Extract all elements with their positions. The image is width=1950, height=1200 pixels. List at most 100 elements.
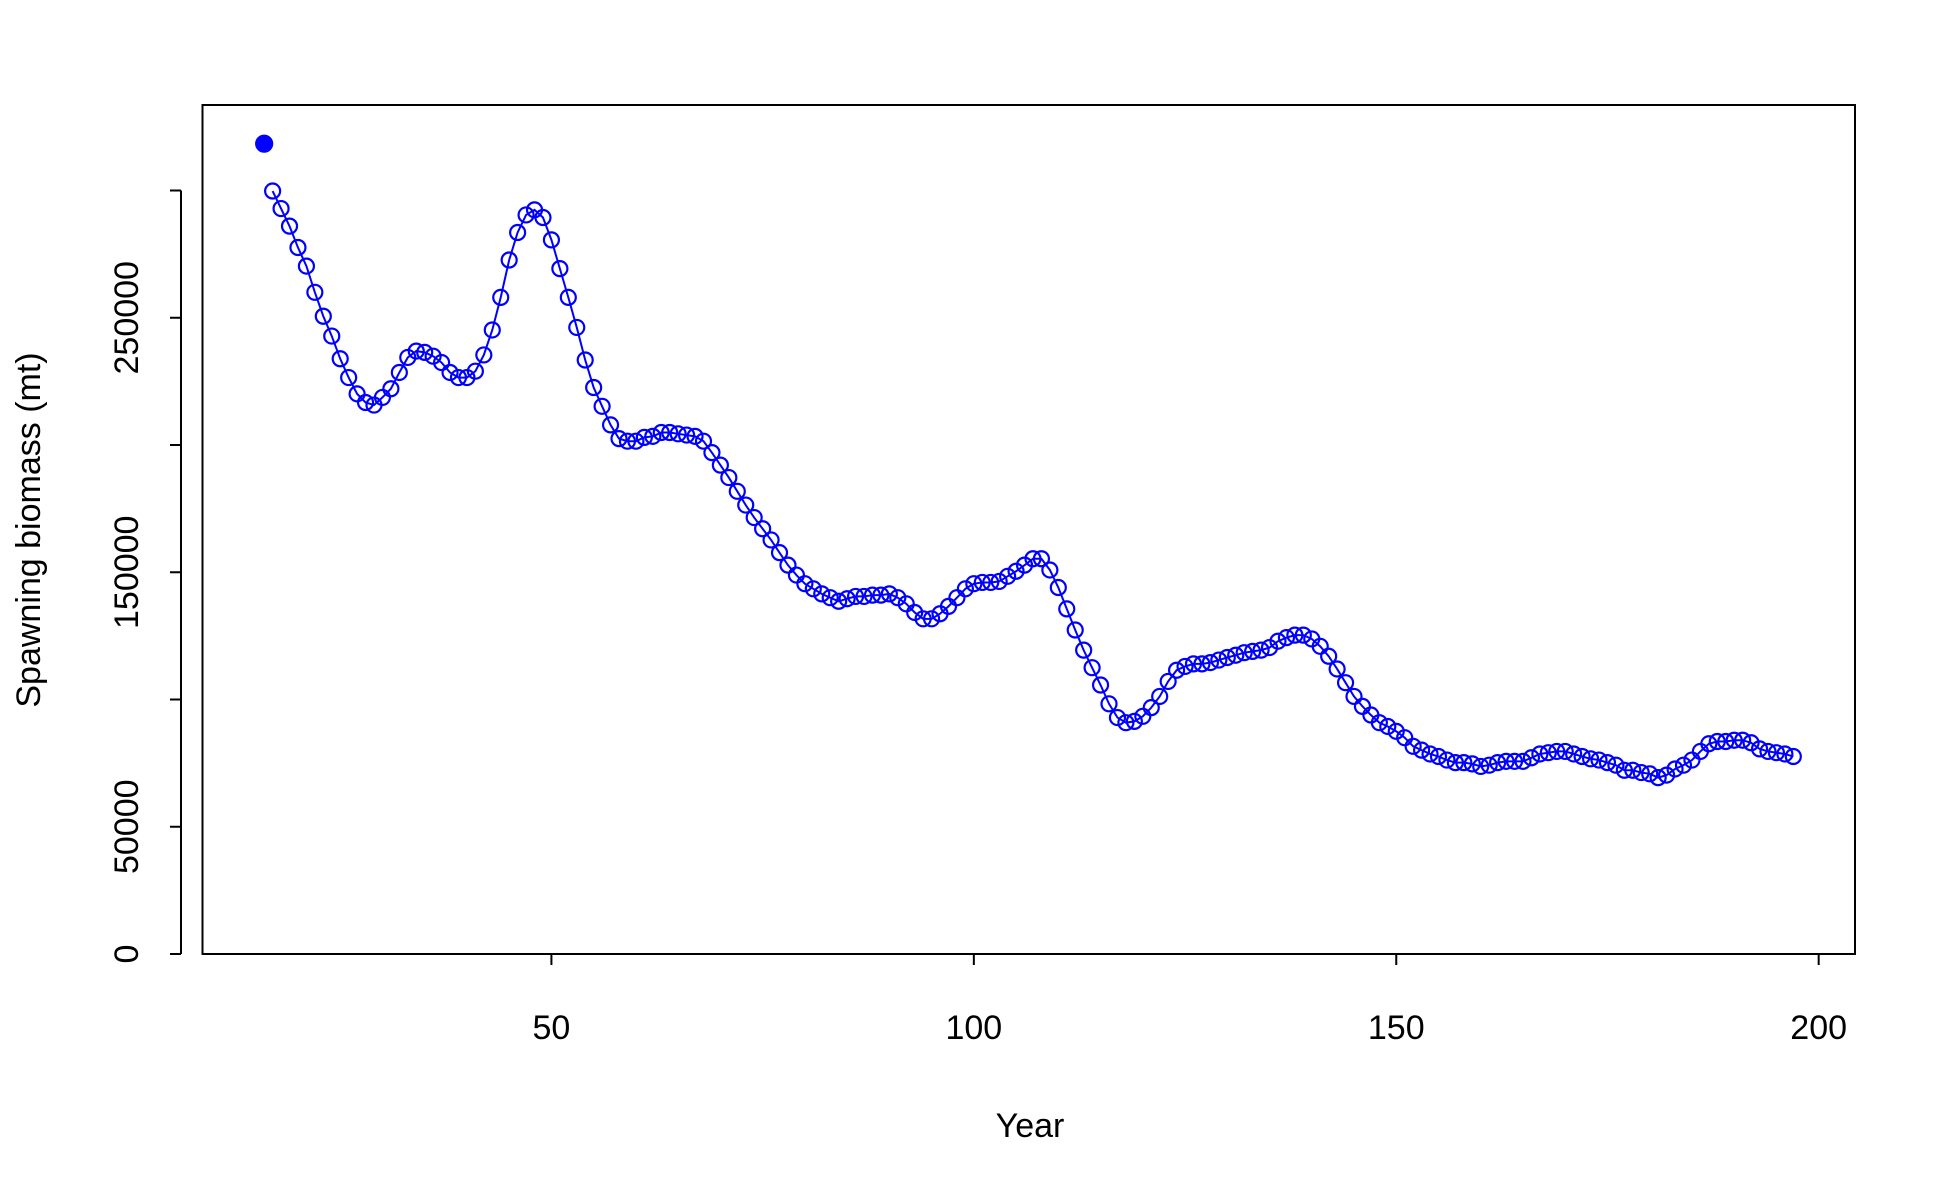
- point: [1725, 731, 1743, 749]
- point: [1505, 752, 1524, 770]
- point: [382, 380, 400, 398]
- point: [1024, 550, 1042, 568]
- point: [1717, 732, 1735, 751]
- point: [1117, 714, 1135, 732]
- point: [1531, 745, 1549, 763]
- point: [1480, 756, 1498, 774]
- point: [838, 590, 856, 608]
- point: [754, 520, 772, 538]
- point: [1049, 578, 1067, 597]
- point: [1708, 732, 1726, 751]
- point: [1075, 641, 1093, 659]
- point: [982, 573, 1000, 592]
- y-tick-label: 250000: [108, 261, 146, 374]
- point: [306, 283, 324, 301]
- point: [880, 585, 898, 603]
- point: [331, 350, 349, 368]
- point: [1167, 661, 1186, 679]
- point: [1607, 756, 1625, 774]
- point: [1032, 550, 1051, 568]
- point: [669, 425, 687, 443]
- plot-frame: [201, 104, 1856, 955]
- x-tick-label: 50: [533, 1009, 571, 1047]
- point: [711, 456, 729, 474]
- point: [297, 257, 316, 275]
- point: [1573, 747, 1591, 766]
- point: [618, 432, 637, 450]
- point: [407, 342, 425, 360]
- point: [264, 182, 282, 200]
- point: [1674, 756, 1693, 774]
- point: [1624, 761, 1642, 779]
- point: [1514, 752, 1532, 770]
- point: [1370, 714, 1388, 732]
- x-axis-title: Year: [996, 1107, 1065, 1145]
- point: [813, 585, 831, 603]
- point: [1556, 742, 1574, 761]
- point: [872, 586, 890, 604]
- point: [1489, 754, 1507, 772]
- point: [1286, 626, 1304, 644]
- point: [1784, 747, 1802, 766]
- point: [1151, 687, 1169, 706]
- point: [1776, 745, 1794, 763]
- point: [914, 610, 932, 628]
- point: [517, 206, 535, 224]
- point: [973, 573, 991, 592]
- point: [534, 208, 552, 227]
- point: [559, 288, 577, 306]
- point: [475, 346, 493, 364]
- point: [500, 251, 518, 269]
- point: [1632, 763, 1650, 782]
- point: [432, 353, 451, 372]
- point: [1320, 647, 1338, 665]
- point: [441, 363, 459, 382]
- point: [635, 428, 653, 446]
- point: [1083, 659, 1101, 677]
- series-line: [271, 190, 1794, 779]
- point: [694, 432, 713, 450]
- point: [1091, 676, 1110, 694]
- point: [830, 592, 848, 610]
- point: [846, 587, 865, 606]
- point: [762, 531, 780, 549]
- point: [1750, 740, 1769, 758]
- point: [483, 321, 501, 339]
- point: [1227, 646, 1245, 664]
- y-tick-label: 50000: [108, 779, 146, 874]
- point: [289, 238, 307, 257]
- point: [416, 343, 434, 361]
- point: [449, 368, 468, 387]
- point: [1277, 629, 1296, 647]
- point: [1125, 712, 1143, 730]
- point: [1100, 695, 1118, 713]
- point: [821, 589, 839, 607]
- point: [652, 423, 670, 442]
- point: [1379, 717, 1397, 736]
- point: [1201, 654, 1219, 672]
- point: [280, 217, 299, 235]
- point: [956, 580, 974, 598]
- point: [542, 231, 561, 249]
- point: [720, 468, 738, 487]
- point: [390, 363, 408, 382]
- point: [1598, 754, 1617, 772]
- y-tick-label: 150000: [108, 516, 146, 629]
- point: [728, 482, 746, 500]
- point: [601, 416, 620, 434]
- point: [644, 427, 662, 445]
- point: [922, 610, 941, 628]
- point: [1759, 742, 1777, 761]
- point: [1184, 655, 1203, 673]
- point: [551, 260, 569, 278]
- point: [1700, 735, 1718, 753]
- point: [272, 199, 290, 218]
- y-tick-label: 0: [108, 945, 146, 964]
- point: [1210, 651, 1228, 669]
- point: [1252, 641, 1270, 659]
- point: [1328, 660, 1346, 678]
- point: [1548, 742, 1566, 761]
- point: [855, 587, 873, 606]
- point: [1497, 752, 1515, 770]
